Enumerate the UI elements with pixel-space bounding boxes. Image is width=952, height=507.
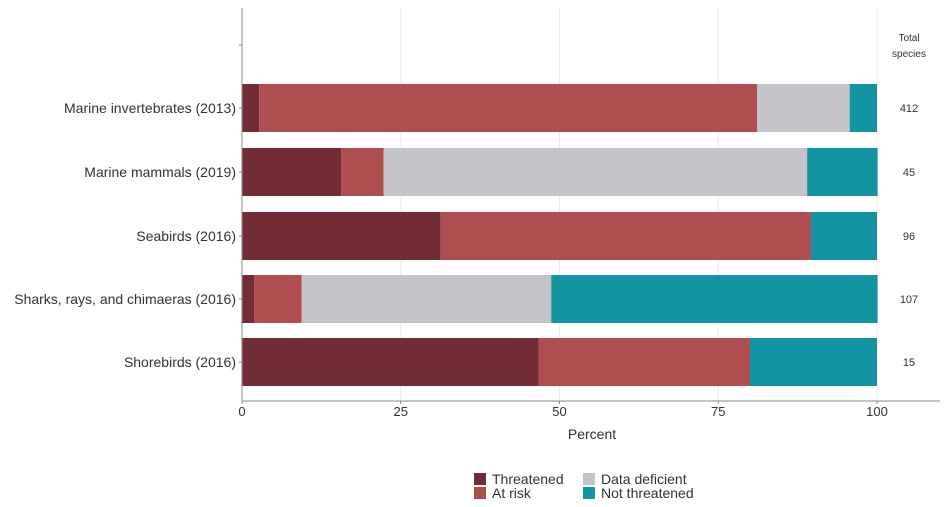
legend-swatch — [474, 487, 486, 499]
bar-segment — [810, 212, 877, 260]
category-label: Marine mammals (2019) — [84, 164, 236, 180]
x-tick-label: 25 — [394, 404, 408, 419]
legend-label: Threatened — [492, 471, 564, 487]
legend-swatch — [474, 473, 486, 485]
bar-segment — [440, 212, 811, 260]
bar-segment — [242, 212, 441, 260]
x-tick-label: 100 — [866, 404, 888, 419]
total-species-value: 45 — [903, 167, 915, 179]
legend-label: At risk — [492, 485, 532, 501]
totals-header-line2: species — [892, 49, 926, 60]
total-species-value: 412 — [900, 103, 918, 115]
bar-segment — [242, 275, 255, 323]
bar-segment — [551, 275, 878, 323]
total-species-value: 15 — [903, 357, 915, 369]
category-label: Seabirds (2016) — [136, 228, 236, 244]
totals-header-line1: Total — [898, 33, 919, 44]
bar-segment — [242, 148, 342, 196]
total-species-value: 107 — [900, 294, 918, 306]
x-tick-label: 75 — [711, 404, 725, 419]
bar-segment — [538, 338, 750, 386]
bar-segment — [242, 84, 260, 132]
bar-segment — [259, 84, 757, 132]
x-tick-label: 50 — [552, 404, 566, 419]
bar-segment — [807, 148, 878, 196]
legend-swatch — [583, 487, 595, 499]
legend-swatch — [583, 473, 595, 485]
bars — [242, 84, 878, 386]
category-label: Shorebirds (2016) — [124, 354, 236, 370]
bar-segment — [242, 338, 539, 386]
legend-label: Not threatened — [601, 485, 694, 501]
x-axis-title: Percent — [568, 426, 616, 442]
axes — [239, 8, 940, 402]
bar-segment — [254, 275, 302, 323]
bar-segment — [341, 148, 384, 196]
bar-segment — [849, 84, 877, 132]
total-species-value: 96 — [903, 231, 915, 243]
x-tick-label: 0 — [238, 404, 245, 419]
legend-label: Data deficient — [601, 471, 687, 487]
category-label: Sharks, rays, and chimaeras (2016) — [14, 291, 236, 307]
category-label: Marine invertebrates (2013) — [64, 100, 236, 116]
totals-column: 412 45 96 107 15 — [900, 103, 918, 369]
bar-segment — [383, 148, 808, 196]
bar-segment — [756, 84, 850, 132]
x-tick-labels: 0 25 50 75 100 — [238, 401, 888, 419]
category-labels: Marine invertebrates (2013) Marine mammal… — [14, 100, 242, 370]
bar-segment — [750, 338, 877, 386]
bar-segment — [301, 275, 552, 323]
